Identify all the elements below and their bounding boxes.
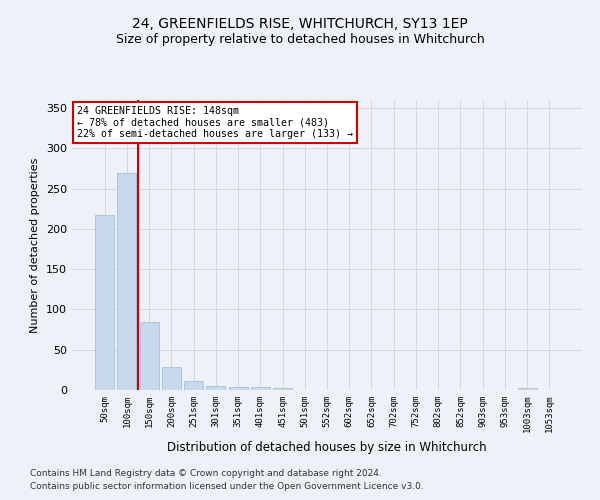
Y-axis label: Number of detached properties: Number of detached properties <box>31 158 40 332</box>
Bar <box>273 388 292 390</box>
X-axis label: Distribution of detached houses by size in Whitchurch: Distribution of detached houses by size … <box>167 441 487 454</box>
Bar <box>118 172 136 390</box>
Text: Contains public sector information licensed under the Open Government Licence v3: Contains public sector information licen… <box>30 482 424 491</box>
Text: 24, GREENFIELDS RISE, WHITCHURCH, SY13 1EP: 24, GREENFIELDS RISE, WHITCHURCH, SY13 1… <box>132 18 468 32</box>
Text: Contains HM Land Registry data © Crown copyright and database right 2024.: Contains HM Land Registry data © Crown c… <box>30 468 382 477</box>
Text: 24 GREENFIELDS RISE: 148sqm
← 78% of detached houses are smaller (483)
22% of se: 24 GREENFIELDS RISE: 148sqm ← 78% of det… <box>77 106 353 139</box>
Bar <box>162 366 181 390</box>
Bar <box>206 386 225 390</box>
Bar <box>251 387 270 390</box>
Bar <box>229 387 248 390</box>
Bar <box>518 388 536 390</box>
Bar <box>184 381 203 390</box>
Bar <box>95 215 114 390</box>
Bar <box>140 322 158 390</box>
Text: Size of property relative to detached houses in Whitchurch: Size of property relative to detached ho… <box>116 32 484 46</box>
